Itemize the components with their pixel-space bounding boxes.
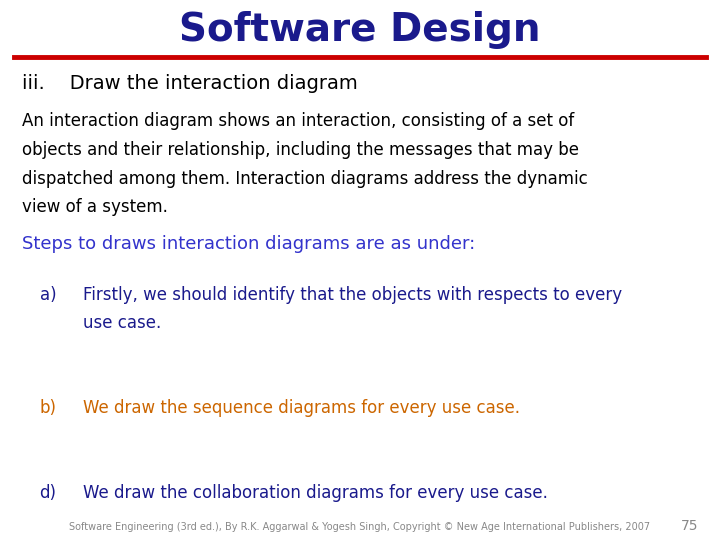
- Text: Steps to draws interaction diagrams are as under:: Steps to draws interaction diagrams are …: [22, 235, 475, 253]
- Text: Software Engineering (3rd ed.), By R.K. Aggarwal & Yogesh Singh, Copyright © New: Software Engineering (3rd ed.), By R.K. …: [69, 522, 651, 531]
- Text: Software Design: Software Design: [179, 11, 541, 49]
- Text: view of a system.: view of a system.: [22, 198, 168, 217]
- Text: We draw the collaboration diagrams for every use case.: We draw the collaboration diagrams for e…: [83, 484, 548, 502]
- Text: b): b): [40, 399, 57, 417]
- Text: dispatched among them. Interaction diagrams address the dynamic: dispatched among them. Interaction diagr…: [22, 170, 588, 188]
- Text: Firstly, we should identify that the objects with respects to every: Firstly, we should identify that the obj…: [83, 286, 622, 304]
- Text: a): a): [40, 286, 56, 304]
- Text: 75: 75: [681, 519, 698, 534]
- Text: d): d): [40, 484, 57, 502]
- Text: iii.    Draw the interaction diagram: iii. Draw the interaction diagram: [22, 74, 357, 93]
- Text: We draw the sequence diagrams for every use case.: We draw the sequence diagrams for every …: [83, 399, 520, 417]
- Text: objects and their relationship, including the messages that may be: objects and their relationship, includin…: [22, 141, 579, 159]
- Text: use case.: use case.: [83, 314, 161, 332]
- Text: An interaction diagram shows an interaction, consisting of a set of: An interaction diagram shows an interact…: [22, 112, 574, 131]
